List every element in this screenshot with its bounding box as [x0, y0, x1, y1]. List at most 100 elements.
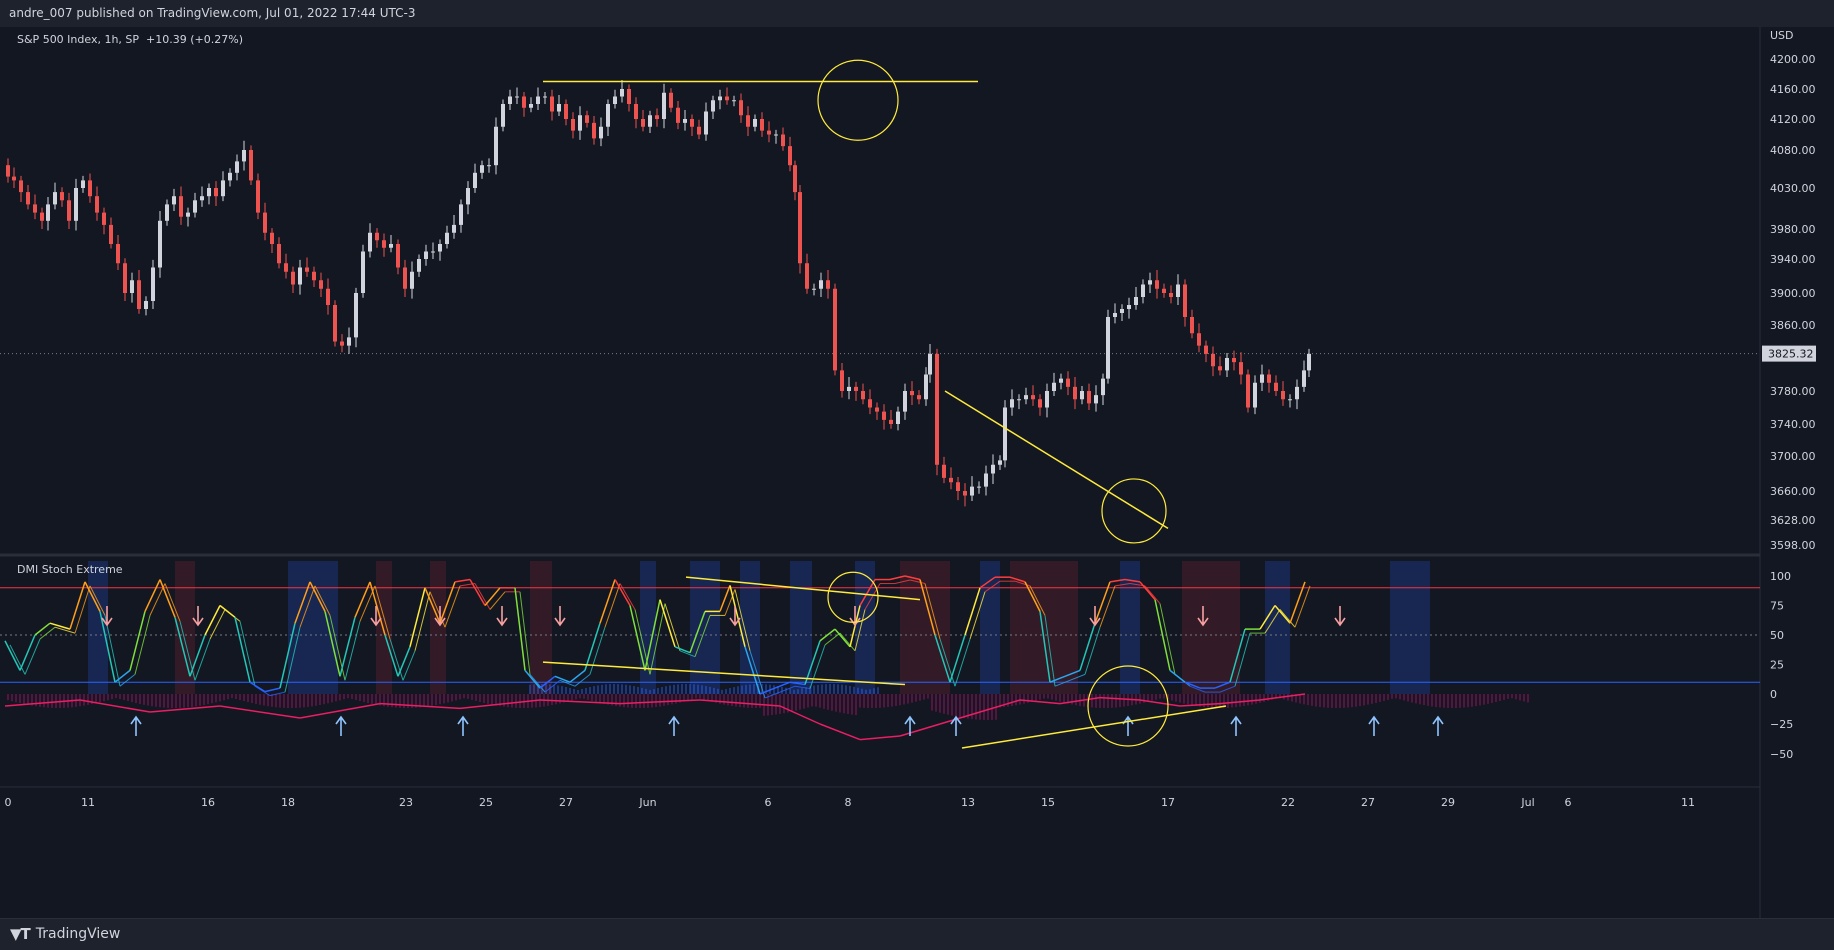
candle-body	[753, 119, 757, 127]
oscillator-segment	[689, 611, 706, 653]
chart-area[interactable]: USD 4200.00 4160.00 4120.00 4080.00 4030.00 39…	[0, 27, 1834, 918]
buy-arrow-icon	[1368, 715, 1380, 736]
price-tick-label: 3780.00	[1770, 385, 1816, 398]
time-tick-label: Jul	[1520, 796, 1534, 809]
candle-body	[760, 119, 764, 131]
oscillator-signal-segment	[9, 644, 26, 675]
candle-body	[1218, 366, 1222, 371]
candle-body	[151, 267, 155, 301]
oscillator-segment	[759, 687, 776, 695]
candle-body	[861, 391, 865, 400]
oscillator-signal-segment	[1144, 585, 1161, 604]
indicator-tick-label: 100	[1770, 570, 1791, 583]
candle-body	[889, 419, 893, 424]
candle-body	[739, 100, 743, 116]
oscillator-signal-segment	[164, 583, 181, 622]
candle-body	[88, 180, 92, 197]
time-tick-label: 18	[281, 796, 295, 809]
candle-body	[53, 192, 57, 205]
candle-body	[12, 176, 16, 181]
candle-body	[319, 280, 323, 289]
price-tick-label: 4200.00	[1770, 53, 1816, 66]
oscillator-signal-segment	[299, 585, 316, 628]
candle-body	[627, 89, 631, 104]
price-tick-label: 3980.00	[1770, 223, 1816, 236]
symbol-title[interactable]: S&P 500 Index, 1h, SP	[17, 33, 140, 46]
oscillator-segment	[964, 587, 981, 636]
histogram-line-segment	[619, 699, 701, 705]
candle-body	[389, 244, 393, 248]
oscillator-segment	[659, 599, 676, 648]
buy-arrow-icon	[1230, 715, 1242, 736]
sell-arrow-icon	[1089, 606, 1101, 627]
candle-body	[480, 165, 484, 173]
oscillator-signal-segment	[984, 580, 1001, 593]
histogram-line-segment	[1259, 693, 1306, 701]
chart-svg[interactable]: USD 4200.00 4160.00 4120.00 4080.00 4030.00 39…	[0, 27, 1834, 918]
oscillator-segment	[144, 579, 161, 612]
candle-body	[277, 244, 281, 264]
oscillator-signal-segment	[924, 583, 941, 640]
candle-body	[284, 263, 288, 272]
candle-body	[165, 204, 169, 221]
oscillator-segment	[629, 605, 646, 671]
oscillator-signal-segment	[794, 685, 811, 690]
candle-body	[501, 104, 505, 127]
candle-body	[550, 96, 554, 112]
oscillator-segment	[469, 579, 486, 606]
candle-body	[854, 386, 858, 391]
tradingview-brand[interactable]: ▼T TradingView	[10, 925, 120, 943]
candle-body	[1239, 362, 1243, 375]
indicator-title[interactable]: DMI Stoch Extreme	[17, 563, 123, 576]
oscillator-signal-segment	[269, 691, 286, 697]
candle-body	[382, 240, 386, 248]
oscillator-signal-segment	[444, 585, 461, 628]
time-tick-label: 13	[961, 796, 975, 809]
oscillator-segment	[1139, 581, 1156, 601]
oscillator-signal-segment	[894, 579, 911, 585]
histogram-line-segment	[1139, 699, 1181, 707]
oscillator-signal-segment	[969, 591, 986, 640]
oscillator-signal-segment	[414, 591, 431, 651]
indicator-tick-label: 0	[1770, 688, 1777, 701]
candle-body	[833, 288, 837, 371]
candle-body	[417, 259, 421, 272]
candle-body	[1307, 353, 1311, 371]
oscillator-segment	[309, 581, 326, 612]
candle-body	[875, 407, 879, 412]
candle-body	[109, 224, 113, 244]
time-tick-label: 16	[201, 796, 215, 809]
candle-body	[137, 280, 141, 309]
candle-body	[60, 192, 64, 201]
oscillator-signal-segment	[724, 589, 736, 616]
candle-body	[578, 115, 582, 131]
price-tick-label: 3900.00	[1770, 287, 1816, 300]
oscillator-signal-segment	[1014, 580, 1031, 587]
oscillator-segment	[1064, 669, 1081, 677]
candle-body	[1113, 313, 1117, 317]
candle-body	[1260, 374, 1264, 383]
oscillator-segment	[1289, 581, 1306, 624]
oscillator-segment	[644, 599, 661, 671]
oscillator-segment	[1229, 628, 1246, 683]
indicator-zone	[530, 561, 552, 694]
oscillator-segment	[49, 622, 71, 630]
oscillator-segment	[324, 611, 341, 677]
histogram-line-segment	[939, 711, 981, 725]
oscillator-segment	[859, 579, 876, 606]
candle-body	[74, 188, 78, 221]
oscillator-signal-segment	[604, 583, 621, 628]
candle-body	[984, 473, 988, 487]
candle-body	[917, 395, 921, 400]
oscillator-signal-segment	[839, 632, 856, 652]
candle-body	[522, 96, 526, 108]
oscillator-signal-segment	[679, 650, 696, 658]
indicator-zone	[288, 561, 338, 694]
sell-arrow-icon	[554, 606, 566, 627]
candle-body	[459, 204, 463, 225]
candle-body	[662, 92, 666, 119]
oscillator-segment	[744, 646, 761, 695]
oscillator-signal-segment	[1279, 609, 1296, 628]
time-tick-label: 23	[399, 796, 413, 809]
oscillator-signal-segment	[824, 632, 841, 646]
